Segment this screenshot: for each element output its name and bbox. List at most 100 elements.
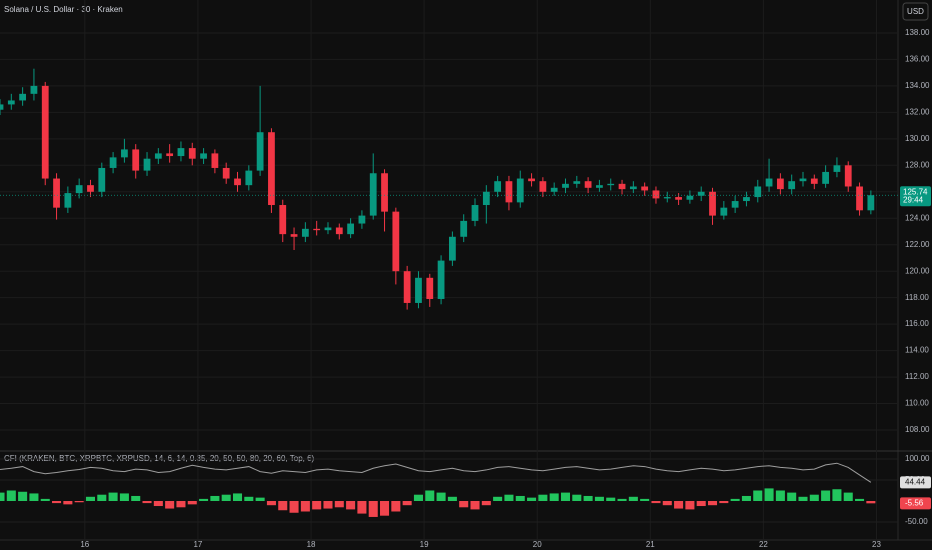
candle-body: [833, 165, 841, 172]
histogram-bar: [221, 494, 231, 501]
candle-body: [629, 186, 637, 190]
histogram-bar: [402, 500, 412, 506]
candle-body: [482, 191, 490, 206]
histogram-bar: [380, 500, 390, 516]
histogram-bar: [527, 497, 537, 501]
candle-body: [776, 178, 784, 190]
candle-body: [222, 167, 230, 179]
candle-body: [720, 207, 728, 216]
y-tick-label: -50.00: [905, 517, 928, 526]
candle-body: [822, 171, 830, 184]
y-tick-label: 116.00: [905, 319, 929, 328]
histogram-bar: [63, 500, 73, 505]
candle-body: [166, 153, 174, 157]
histogram-bar: [0, 492, 5, 501]
candle-body: [358, 215, 366, 224]
currency-button[interactable]: [902, 2, 929, 21]
candle-body: [19, 93, 27, 101]
candle-body: [324, 227, 332, 231]
y-tick-label: 132.00: [905, 107, 930, 116]
histogram-bar: [346, 500, 356, 510]
histogram-bar: [504, 494, 514, 501]
candle-body: [290, 234, 298, 237]
candle-body: [335, 227, 343, 235]
line-value-box: [900, 476, 931, 489]
candle-body: [109, 157, 117, 168]
x-tick-label: 19: [420, 540, 429, 549]
candle-body: [0, 104, 4, 110]
histogram-bar: [775, 490, 785, 501]
y-tick-label: 122.00: [905, 240, 930, 249]
histogram-bar: [29, 493, 39, 501]
candle-body: [256, 132, 264, 171]
candle-body: [98, 167, 106, 192]
histogram-bar: [798, 496, 808, 501]
y-tick-label: 114.00: [905, 346, 929, 355]
histogram-bar: [515, 495, 525, 501]
histogram-bar: [97, 494, 107, 501]
histogram-value-box: [900, 497, 931, 510]
y-tick-label: 130.00: [905, 134, 930, 143]
histogram-bar: [368, 500, 378, 517]
histogram-bar: [278, 500, 288, 511]
histogram-bar: [843, 492, 853, 501]
histogram-bar: [606, 497, 616, 501]
histogram-bar: [459, 500, 469, 508]
histogram-bar: [685, 500, 695, 510]
candle-body: [143, 158, 151, 171]
y-tick-label: 110.00: [905, 399, 929, 408]
candle-body: [516, 178, 524, 203]
x-tick-label: 16: [80, 540, 89, 549]
candle-body: [188, 148, 196, 159]
last-price-label: 125.74: [903, 187, 928, 196]
candle-body: [765, 178, 773, 187]
histogram-bar: [6, 490, 16, 501]
candle-body: [415, 277, 422, 303]
histogram-bar: [18, 491, 28, 501]
line-value-label: 44.44: [905, 477, 926, 486]
histogram-bar: [266, 500, 276, 506]
candle-body: [663, 197, 671, 199]
histogram-bar: [674, 500, 684, 509]
y-tick-label: 124.00: [905, 213, 930, 222]
histogram-bar: [866, 500, 876, 504]
histogram-bar: [572, 494, 582, 501]
candle-body: [121, 149, 128, 158]
histogram-bar: [832, 489, 842, 501]
candle-body: [301, 228, 309, 237]
currency-label[interactable]: USD: [907, 7, 924, 16]
y-tick-label: 138.00: [905, 28, 930, 37]
histogram-bar: [312, 500, 322, 510]
histogram-bar: [300, 500, 310, 512]
countdown-label: 29:44: [903, 195, 924, 204]
candle-body: [234, 178, 241, 186]
histogram-bar: [323, 500, 333, 509]
histogram-bar: [74, 500, 84, 503]
histogram-bar: [594, 496, 604, 501]
candle-body: [709, 191, 716, 216]
candle-body: [75, 185, 83, 194]
y-tick-label: 108.00: [905, 425, 930, 434]
x-tick-label: 17: [193, 540, 202, 549]
candle-body: [494, 181, 502, 192]
candle-body: [596, 185, 603, 188]
histogram-bar: [662, 500, 672, 506]
candle-body: [177, 148, 185, 157]
histogram-bar: [481, 500, 491, 506]
histogram-value-label: -5.56: [905, 498, 924, 507]
histogram-bar: [583, 495, 593, 501]
histogram-bar: [821, 490, 831, 501]
candle-body: [200, 153, 207, 159]
candle-body: [641, 186, 649, 191]
histogram-bar: [289, 500, 299, 513]
histogram-bar: [436, 492, 446, 501]
histogram-bar: [153, 500, 163, 507]
candle-body: [449, 236, 456, 261]
y-tick-label: 128.00: [905, 160, 930, 169]
histogram-bar: [617, 498, 627, 501]
candle-body: [268, 132, 275, 206]
x-tick-label: 20: [533, 540, 542, 549]
histogram-bar: [549, 493, 559, 501]
histogram-bar: [187, 500, 197, 505]
